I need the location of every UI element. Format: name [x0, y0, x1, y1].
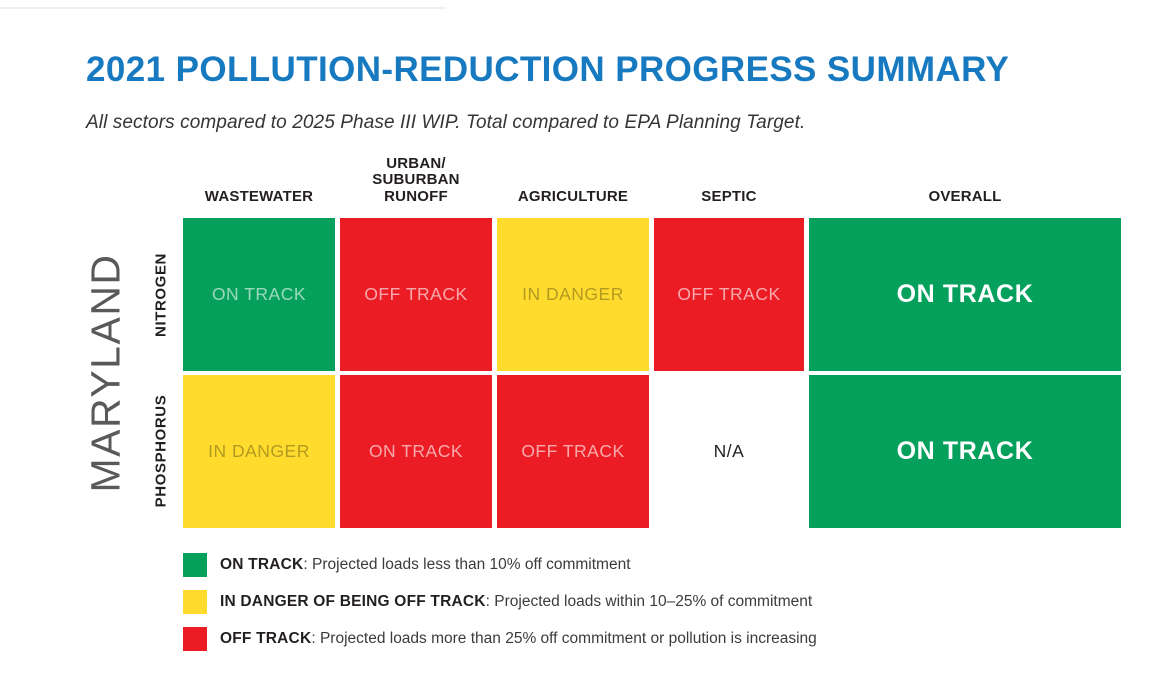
status-matrix: ON TRACK OFF TRACK IN DANGER OFF TRACK O… — [183, 218, 1121, 528]
region-label-maryland: MARYLAND — [82, 253, 129, 493]
legend-desc: : Projected loads more than 25% off comm… — [311, 630, 817, 647]
legend-text: ON TRACK: Projected loads less than 10% … — [220, 556, 631, 574]
cell-nitrogen-septic: OFF TRACK — [654, 218, 804, 371]
row-label-nitrogen: NITROGEN — [152, 253, 170, 337]
page-subtitle: All sectors compared to 2025 Phase III W… — [86, 112, 806, 133]
cell-nitrogen-agriculture: IN DANGER — [497, 218, 649, 371]
legend-term: OFF TRACK — [220, 630, 312, 647]
cell-phosphorus-septic: N/A — [654, 375, 804, 528]
cell-nitrogen-overall: ON TRACK — [809, 218, 1121, 371]
column-header-septic: SEPTIC — [701, 188, 757, 206]
legend-term: ON TRACK — [220, 556, 304, 573]
off-track-swatch-icon — [183, 627, 207, 651]
column-headers: WASTEWATER URBAN/ SUBURBAN RUNOFF AGRICU… — [183, 150, 1121, 206]
cell-phosphorus-wastewater: IN DANGER — [183, 375, 335, 528]
column-header-agriculture: AGRICULTURE — [517, 188, 629, 206]
column-header-urban-suburban-runoff: URBAN/ SUBURBAN RUNOFF — [372, 154, 460, 206]
legend-item-on-track: ON TRACK: Projected loads less than 10% … — [183, 553, 817, 577]
cell-phosphorus-overall: ON TRACK — [809, 375, 1121, 528]
legend-desc: : Projected loads less than 10% off comm… — [303, 556, 631, 573]
column-header-overall: OVERALL — [928, 188, 1002, 206]
page-title: 2021 POLLUTION-REDUCTION PROGRESS SUMMAR… — [86, 50, 1010, 89]
legend: ON TRACK: Projected loads less than 10% … — [183, 553, 817, 664]
legend-item-off-track: OFF TRACK: Projected loads more than 25%… — [183, 627, 817, 651]
on-track-swatch-icon — [183, 553, 207, 577]
cell-phosphorus-urban-suburban-runoff: ON TRACK — [340, 375, 492, 528]
legend-item-in-danger: IN DANGER OF BEING OFF TRACK: Projected … — [183, 590, 817, 614]
legend-term: IN DANGER OF BEING OFF TRACK — [220, 593, 486, 610]
cell-nitrogen-urban-suburban-runoff: OFF TRACK — [340, 218, 492, 371]
cell-phosphorus-agriculture: OFF TRACK — [497, 375, 649, 528]
legend-text: IN DANGER OF BEING OFF TRACK: Projected … — [220, 593, 812, 611]
legend-desc: : Projected loads within 10–25% of commi… — [485, 593, 813, 610]
top-rule-divider — [0, 7, 446, 9]
column-header-wastewater: WASTEWATER — [204, 188, 314, 206]
cell-nitrogen-wastewater: ON TRACK — [183, 218, 335, 371]
in-danger-swatch-icon — [183, 590, 207, 614]
legend-text: OFF TRACK: Projected loads more than 25%… — [220, 630, 817, 648]
row-label-phosphorus: PHOSPHORUS — [152, 394, 170, 508]
